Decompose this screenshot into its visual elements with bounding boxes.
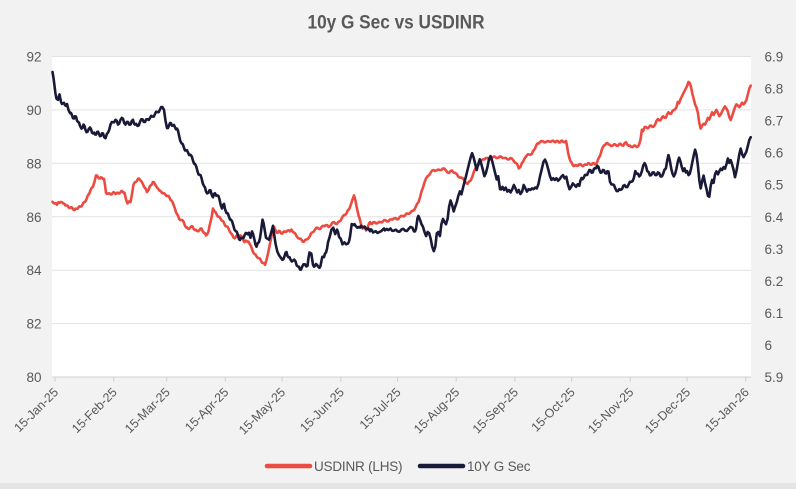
- svg-text:USDINR (LHS): USDINR (LHS): [314, 459, 402, 474]
- svg-text:84: 84: [26, 263, 42, 278]
- svg-text:82: 82: [26, 317, 41, 332]
- svg-text:6.6: 6.6: [765, 146, 784, 161]
- svg-text:6.8: 6.8: [765, 82, 784, 97]
- svg-text:5.9: 5.9: [765, 370, 784, 385]
- svg-text:6: 6: [765, 338, 773, 353]
- svg-text:6.5: 6.5: [765, 178, 784, 193]
- svg-text:90: 90: [26, 103, 41, 118]
- svg-text:6.4: 6.4: [765, 210, 784, 225]
- svg-text:6.3: 6.3: [765, 242, 784, 257]
- svg-text:6.1: 6.1: [765, 306, 784, 321]
- svg-text:6.7: 6.7: [765, 114, 784, 129]
- svg-text:80: 80: [26, 370, 41, 385]
- svg-text:10y G Sec vs USDINR: 10y G Sec vs USDINR: [308, 13, 485, 34]
- svg-text:10Y G Sec: 10Y G Sec: [467, 459, 531, 474]
- svg-text:6.9: 6.9: [765, 50, 784, 65]
- svg-text:6.2: 6.2: [765, 274, 784, 289]
- svg-text:86: 86: [26, 210, 41, 225]
- svg-text:88: 88: [26, 156, 41, 171]
- svg-text:92: 92: [26, 50, 41, 65]
